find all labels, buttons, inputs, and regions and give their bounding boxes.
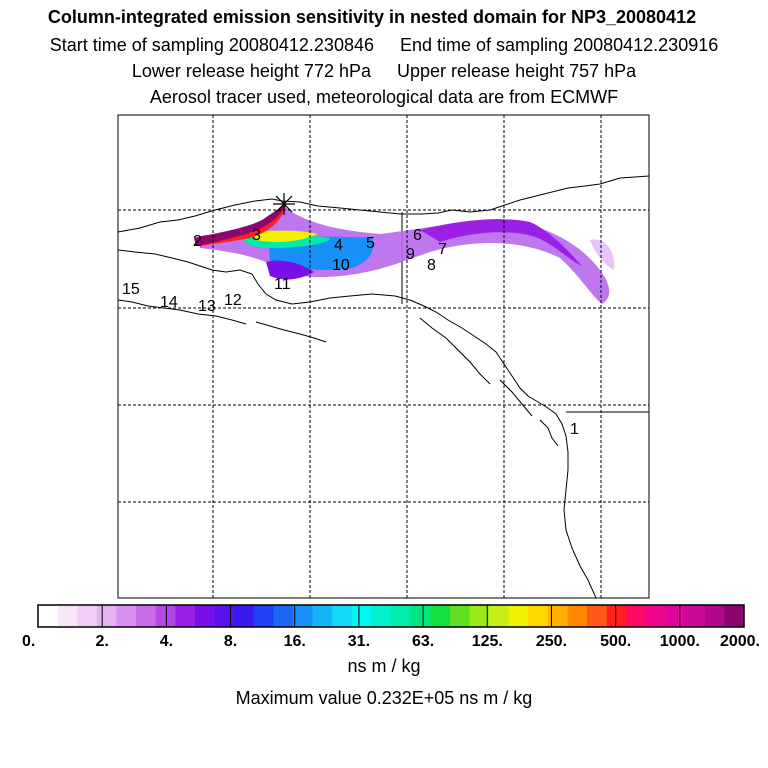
map-title: Column-integrated emission sensitivity i… — [47, 7, 697, 27]
colorbar-swatch — [253, 605, 274, 627]
colorbar-swatch — [57, 605, 78, 627]
coastline — [118, 175, 649, 598]
point-label: 11 — [274, 276, 291, 293]
colorbar-tick-label: 31. — [348, 633, 370, 650]
graticule — [118, 115, 649, 598]
colorbar-tick-label: 63. — [412, 633, 434, 650]
colorbar-tick-labels: 0. 2. 4. 8. 16. 31. 63. 125. 250. 500. 1000. 2000. — [22, 633, 760, 650]
colorbar-tick-label: 250. — [536, 633, 567, 650]
release-point-marker — [273, 193, 295, 215]
colorbar-swatch — [194, 605, 215, 627]
point-label: 8 — [427, 257, 436, 274]
colorbar-swatch — [410, 605, 431, 627]
point-label: 2 — [193, 233, 202, 250]
colorbar — [37, 604, 745, 628]
colorbar-swatch — [273, 605, 294, 627]
lower-release-text: Lower release height 772 hPa — [131, 61, 371, 81]
start-time-text: Start time of sampling 20080412.230846 — [49, 35, 374, 55]
colorbar-swatch — [155, 605, 176, 627]
point-label: 12 — [224, 292, 242, 309]
point-label: 6 — [413, 227, 422, 244]
map-frame — [117, 114, 650, 599]
point-label: 9 — [406, 246, 415, 263]
colorbar-swatch — [96, 605, 117, 627]
colorbar-swatch — [704, 605, 725, 627]
end-time-text: End time of sampling 20080412.230916 — [400, 35, 719, 55]
colorbar-swatch — [234, 605, 255, 627]
colorbar-swatch — [685, 605, 706, 627]
colorbar-swatch — [38, 605, 59, 627]
colorbar-tick-label: 8. — [224, 633, 237, 650]
colorbar-swatch — [175, 605, 196, 627]
colorbar-tick-label: 1000. — [660, 633, 700, 650]
colorbar-swatch — [489, 605, 510, 627]
emission-plume — [194, 204, 615, 304]
colorbar-swatch — [547, 605, 568, 627]
colorbar-swatch — [469, 605, 490, 627]
info-text: Aerosol tracer used, meteorological data… — [149, 87, 619, 107]
colorbar-swatch — [508, 605, 529, 627]
point-label: 3 — [252, 227, 261, 244]
point-label: 14 — [160, 294, 178, 311]
point-label: 4 — [334, 237, 343, 254]
colorbar-swatch — [449, 605, 470, 627]
point-label: 5 — [366, 235, 375, 252]
colorbar-swatch — [645, 605, 667, 627]
colorbar-swatch — [292, 605, 314, 627]
colorbar-swatch — [567, 605, 588, 627]
colorbar-swatch — [391, 605, 412, 627]
point-labels: 1 2 3 4 5 6 7 8 9 10 11 12 13 14 15 — [122, 227, 579, 438]
colorbar-swatch — [626, 605, 647, 627]
colorbar-swatch — [430, 605, 451, 627]
colorbar-tick-label: 500. — [600, 633, 631, 650]
point-label: 15 — [122, 281, 140, 298]
colorbar-tick-label: 16. — [284, 633, 306, 650]
colorbar-tick-label: 125. — [472, 633, 503, 650]
point-label: 13 — [198, 298, 216, 315]
colorbar-units: ns m / kg — [347, 656, 421, 676]
colorbar-frame — [37, 604, 745, 628]
colorbar-swatch — [332, 605, 353, 627]
point-label: 10 — [332, 257, 350, 274]
map-area: 1 2 3 4 5 6 7 8 9 10 11 12 13 14 15 — [118, 115, 649, 598]
colorbar-tick-label: 2000. — [720, 633, 760, 650]
colorbar-swatch — [371, 605, 392, 627]
colorbar-tick-label: 0. — [22, 633, 35, 650]
point-label: 1 — [570, 421, 579, 438]
point-label: 7 — [438, 241, 447, 258]
colorbar-swatch — [351, 605, 372, 627]
colorbar-swatch — [724, 605, 745, 627]
upper-release-text: Upper release height 757 hPa — [397, 61, 637, 81]
colorbar-swatch — [587, 605, 608, 627]
colorbar-tick-label: 2. — [96, 633, 109, 650]
sampling-times: Start time of sampling 20080412.230846 En… — [0, 34, 768, 56]
colorbar-swatch — [528, 605, 549, 627]
colorbar-swatch — [116, 605, 137, 627]
colorbar-swatch — [136, 605, 157, 627]
maximum-value-text: Maximum value 0.232E+05 ns m / kg — [235, 688, 533, 708]
colorbar-swatch — [77, 605, 98, 627]
colorbar-swatch — [214, 605, 235, 627]
colorbar-swatch — [312, 605, 333, 627]
colorbar-swatch — [606, 605, 627, 627]
colorbar-tick-label: 4. — [160, 633, 173, 650]
colorbar-swatch — [665, 605, 686, 627]
release-heights: Lower release height 772 hPa Upper releas… — [0, 60, 768, 82]
